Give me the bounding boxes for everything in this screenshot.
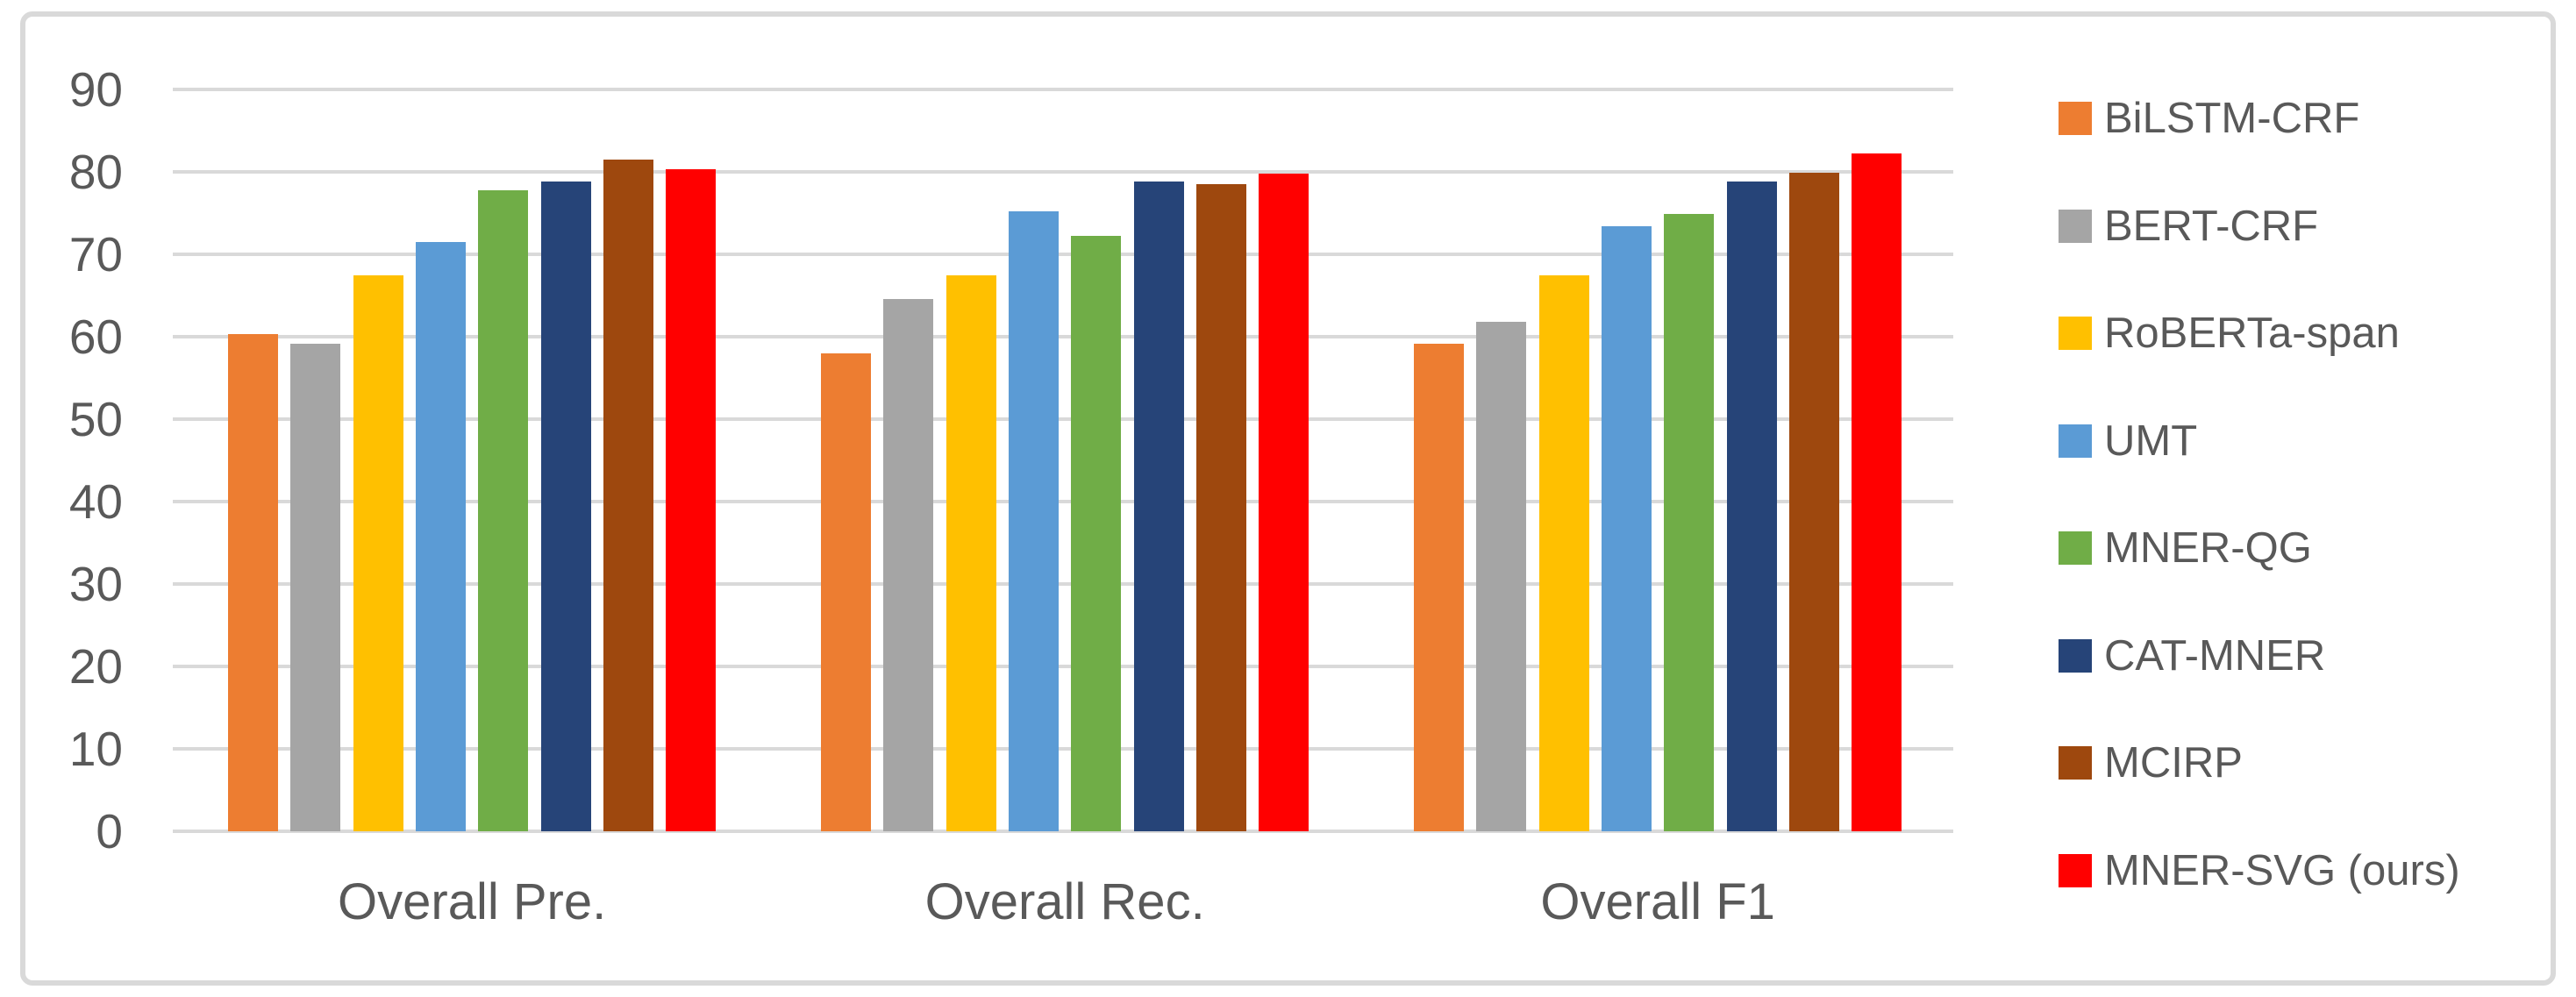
- bar-umt-overall-pre: [415, 241, 466, 831]
- legend-item-bert-crf: BERT-CRF: [2059, 202, 2318, 251]
- legend-label: MNER-SVG (ours): [2104, 846, 2460, 894]
- bar-roberta-span-overall-rec: [945, 275, 996, 831]
- y-tick-label-80: 80: [68, 145, 123, 199]
- legend-label: BERT-CRF: [2104, 202, 2319, 250]
- legend-item-umt: UMT: [2059, 417, 2197, 466]
- bar-mner-qg-overall-rec: [1071, 236, 1122, 831]
- legend-label: RoBERTa-span: [2104, 310, 2400, 357]
- category-label-overall-f1: Overall F1: [1540, 873, 1775, 930]
- bar-cat-mner-overall-f1: [1726, 182, 1777, 831]
- plot-area: [173, 88, 1953, 833]
- legend-item-roberta-span: RoBERTa-span: [2059, 309, 2400, 358]
- bar-mcirp-overall-f1: [1788, 172, 1839, 831]
- legend-item-cat-mner: CAT-MNER: [2059, 631, 2325, 680]
- category-label-overall-rec: Overall Rec.: [924, 873, 1205, 930]
- bar-bilstm-crf-overall-pre: [228, 334, 278, 831]
- bar-mner-svg-ours-overall-pre: [666, 169, 717, 831]
- legend-swatch-icon: [2059, 531, 2092, 565]
- gridline-y-80: [173, 170, 1953, 174]
- legend-swatch-icon: [2059, 638, 2092, 673]
- legend: BiLSTM-CRF BERT-CRF RoBERTa-span UMT MNER-QG…: [2059, 0, 2550, 997]
- bar-roberta-span-overall-pre: [353, 274, 403, 831]
- y-tick-label-40: 40: [68, 474, 123, 529]
- bar-mcirp-overall-rec: [1195, 184, 1246, 831]
- y-tick-label-20: 20: [68, 639, 123, 694]
- gridline-y-90: [173, 88, 1953, 91]
- category-label-overall-pre: Overall Pre.: [338, 873, 607, 930]
- legend-label: UMT: [2104, 417, 2198, 465]
- bar-mner-qg-overall-f1: [1664, 213, 1715, 831]
- legend-swatch-icon: [2059, 746, 2092, 780]
- legend-swatch-icon: [2059, 102, 2092, 135]
- legend-label: MCIRP: [2104, 739, 2243, 787]
- y-tick-label-70: 70: [68, 227, 123, 281]
- legend-item-mner-qg: MNER-QG: [2059, 523, 2312, 573]
- bar-bert-crf-overall-rec: [883, 298, 934, 831]
- gridline-y-30: [173, 582, 1953, 586]
- legend-label: CAT-MNER: [2104, 631, 2326, 680]
- bar-roberta-span-overall-f1: [1538, 274, 1589, 831]
- gridline-y-50: [173, 417, 1953, 421]
- legend-swatch-icon: [2059, 424, 2092, 458]
- bar-bilstm-crf-overall-rec: [821, 353, 871, 831]
- legend-swatch-icon: [2059, 853, 2092, 887]
- bar-mcirp-overall-pre: [603, 159, 653, 831]
- y-tick-label-50: 50: [68, 392, 123, 446]
- bar-mner-svg-ours-overall-f1: [1852, 153, 1902, 831]
- bar-umt-overall-f1: [1601, 226, 1652, 831]
- legend-label: BiLSTM-CRF: [2104, 95, 2360, 142]
- x-axis-line: [173, 830, 1953, 833]
- bar-mner-svg-ours-overall-rec: [1259, 173, 1309, 831]
- gridline-y-60: [173, 335, 1953, 338]
- legend-item-bilstm-crf: BiLSTM-CRF: [2059, 94, 2359, 143]
- bar-mner-qg-overall-pre: [478, 189, 529, 831]
- bar-umt-overall-rec: [1008, 211, 1059, 831]
- y-tick-label-60: 60: [68, 310, 123, 364]
- legend-item-mner-svg-ours: MNER-SVG (ours): [2059, 846, 2460, 895]
- bar-cat-mner-overall-pre: [540, 182, 591, 831]
- y-tick-label-10: 10: [68, 722, 123, 776]
- y-tick-label-30: 30: [68, 557, 123, 611]
- y-tick-label-90: 90: [68, 62, 123, 117]
- gridline-y-10: [173, 747, 1953, 751]
- legend-label: MNER-QG: [2104, 524, 2312, 572]
- bar-bilstm-crf-overall-f1: [1414, 344, 1464, 831]
- gridline-y-40: [173, 500, 1953, 503]
- legend-item-mcirp: MCIRP: [2059, 738, 2243, 787]
- bar-cat-mner-overall-rec: [1133, 182, 1184, 831]
- bar-bert-crf-overall-f1: [1476, 322, 1527, 831]
- y-tick-label-0: 0: [96, 804, 123, 858]
- bar-bert-crf-overall-pre: [290, 343, 341, 831]
- gridline-y-70: [173, 253, 1953, 256]
- legend-swatch-icon: [2059, 317, 2092, 350]
- gridline-y-20: [173, 665, 1953, 668]
- legend-swatch-icon: [2059, 209, 2092, 243]
